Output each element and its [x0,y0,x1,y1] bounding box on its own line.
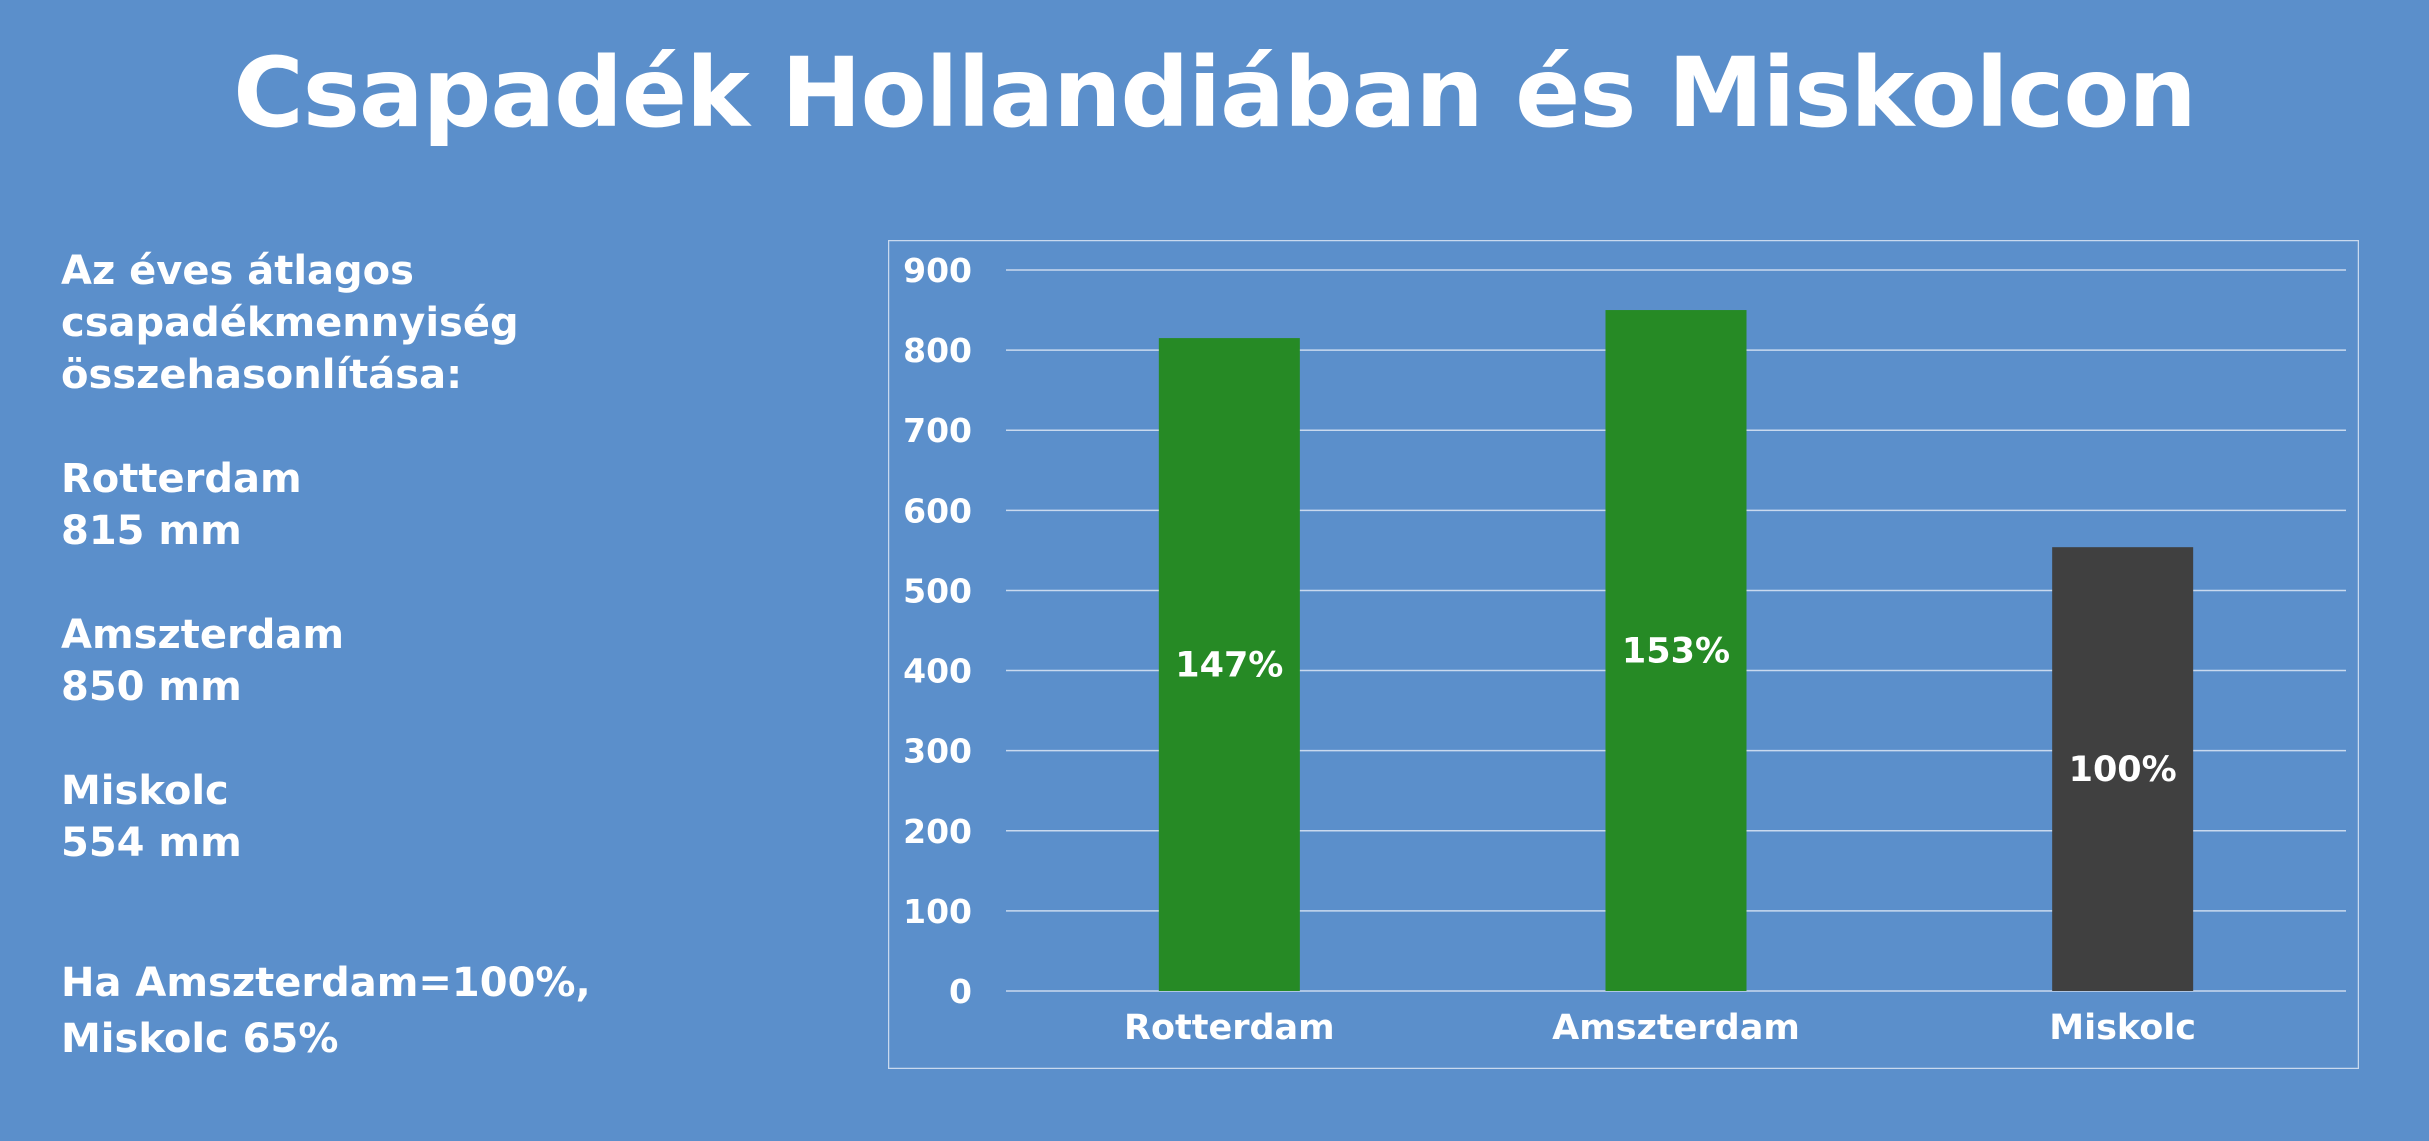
chart-canvas: 0 100 200 300 400 500 600 700 800 900 147% 153% 100… [888,240,2359,1069]
y-tick-label: 200 [903,812,972,851]
city-value: 850 mm [61,664,242,710]
bar-rotterdam [1158,338,1300,991]
bar-miskolc [2052,547,2194,991]
bar-data-label: 100% [2069,750,2177,790]
chart-frame [888,240,2359,1069]
bar-data-label: 147% [1175,646,1283,686]
y-axis-ticks: 0 100 200 300 400 500 600 700 800 900 [903,251,972,1011]
x-category-label: Amszterdam [1552,1008,1800,1048]
y-tick-label: 300 [903,732,972,771]
note-line: Miskolc 65% [61,1016,339,1062]
y-tick-label: 100 [903,892,972,931]
city-miskolc: Miskolc 554 mm [61,765,821,869]
x-axis-categories: Rotterdam Amszterdam Miskolc [1124,1008,2196,1048]
intro-line: csapadékmennyiség [61,300,519,346]
city-rotterdam: Rotterdam 815 mm [61,453,821,557]
note-line: Ha Amszterdam=100%, [61,960,591,1006]
y-tick-label: 400 [903,652,972,691]
x-category-label: Rotterdam [1124,1008,1335,1048]
bar-chart: 0 100 200 300 400 500 600 700 800 900 147% 153% 100… [888,240,2359,1069]
city-name: Amszterdam [61,612,345,658]
city-value: 554 mm [61,820,242,866]
bar-data-label: 153% [1622,632,1730,672]
city-name: Rotterdam [61,456,302,502]
comparison-note: Ha Amszterdam=100%, Miskolc 65% [61,955,821,1067]
x-category-label: Miskolc [2049,1008,2196,1048]
summary-panel: Az éves átlagos csapadékmennyiség összeh… [61,245,821,1067]
y-tick-label: 900 [903,251,972,290]
y-tick-label: 800 [903,331,972,370]
city-name: Miskolc [61,768,229,814]
y-tick-label: 600 [903,491,972,530]
page-title: Csapadék Hollandiában és Miskolcon [233,37,2196,149]
y-tick-label: 0 [949,972,972,1011]
intro-text: Az éves átlagos csapadékmennyiség összeh… [61,245,821,401]
city-value: 815 mm [61,508,242,554]
intro-line: összehasonlítása: [61,352,463,398]
y-tick-label: 500 [903,571,972,610]
y-tick-label: 700 [903,411,972,450]
city-amszterdam: Amszterdam 850 mm [61,609,821,713]
bar-amszterdam [1605,310,1747,991]
intro-line: Az éves átlagos [61,248,414,294]
bars: 147% 153% 100% [1158,310,2194,991]
